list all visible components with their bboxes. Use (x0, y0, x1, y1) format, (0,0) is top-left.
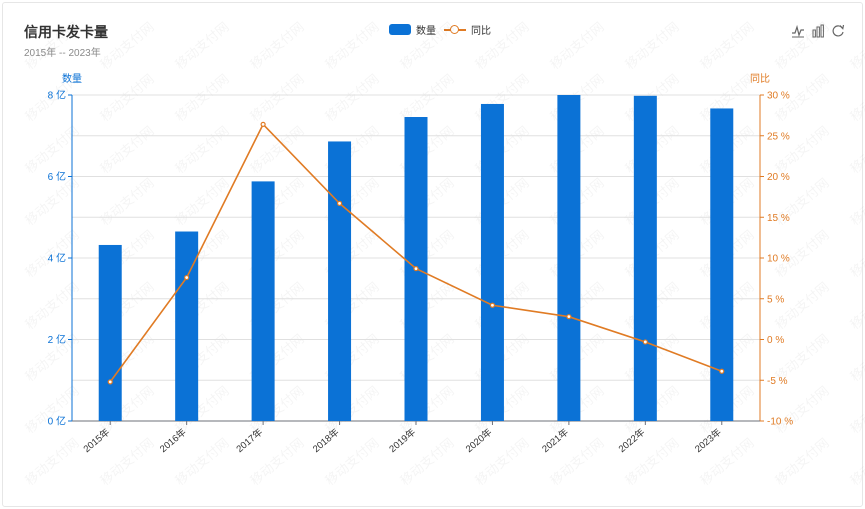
watermark-text: 移动支付网 (98, 72, 157, 125)
bar-quantity (557, 95, 581, 421)
watermark-text: 移动支付网 (173, 436, 232, 489)
legend-item-quantity[interactable]: 数量 (389, 22, 436, 37)
y-axis-left-tick-label: 0 亿 (48, 415, 66, 428)
legend-label-yoy: 同比 (471, 26, 491, 37)
y-axis-left-tick-label: 6 亿 (48, 170, 66, 183)
watermark-text: 移动支付网 (23, 20, 82, 73)
watermark-text: 移动支付网 (98, 124, 157, 177)
bar-quantity (251, 181, 275, 421)
watermark-text: 移动支付网 (173, 72, 232, 125)
point-yoy (260, 121, 266, 127)
watermark-text: 移动支付网 (698, 20, 757, 73)
y-axis-right-tick-label: 30 % (767, 91, 790, 102)
watermark-layer: 移动支付网 移动支付网 移动支付网 移动支付网 移动支付网 移动支付网 移动支付网 移动支付网… (23, 20, 865, 489)
y-axis-left-tick-label: 8 亿 (48, 89, 66, 102)
bar-quantity (710, 108, 734, 421)
y-axis-right-tick-label: 25 % (767, 131, 790, 142)
watermark-text: 移动支付网 (248, 72, 307, 125)
watermark-text: 移动支付网 (623, 20, 682, 73)
watermark-text: 移动支付网 (398, 20, 457, 73)
point-yoy (566, 314, 572, 320)
watermark-text: 移动支付网 (248, 124, 307, 177)
y-axis-left-tick-label: 4 亿 (48, 252, 66, 265)
point-yoy (489, 302, 496, 308)
x-axis-tick-label: 2017年 (234, 426, 266, 455)
watermark-text: 移动支付网 (773, 436, 832, 489)
bar-chart-icon[interactable] (811, 24, 825, 38)
x-axis-tick-label: 2016年 (157, 426, 189, 455)
legend-line-swatch (444, 24, 466, 35)
watermark-text: 移动支付网 (773, 384, 832, 437)
point-yoy (107, 379, 113, 385)
y-axis-right-label: 同比 (750, 73, 770, 85)
point-yoy (413, 265, 419, 272)
watermark-text: 移动支付网 (773, 280, 832, 333)
line-chart-icon[interactable] (791, 24, 805, 38)
watermark-text: 移动支付网 (23, 280, 82, 333)
bar-quantity (98, 244, 122, 421)
point-yoy (642, 339, 648, 345)
chart-title: 信用卡发卡量 (24, 24, 108, 40)
watermark-text: 移动支付网 (848, 228, 865, 281)
watermark-text: 移动支付网 (323, 436, 382, 489)
watermark-text: 移动支付网 (848, 280, 865, 333)
y-axis-right-tick-label: 15 % (767, 213, 790, 224)
watermark-text: 移动支付网 (98, 436, 157, 489)
legend: 数量 同比 (389, 22, 499, 37)
legend-bar-swatch (389, 24, 411, 35)
watermark-text: 移动支付网 (323, 72, 382, 125)
y-axis-right-tick-label: 20 % (767, 172, 790, 183)
legend-label-quantity: 数量 (416, 26, 436, 37)
y-axis-left-tick-label: 2 亿 (48, 333, 66, 346)
chart-subtitle: 2015年 -- 2023年 (24, 48, 101, 59)
bar-quantity (328, 141, 352, 421)
watermark-text: 移动支付网 (23, 384, 82, 437)
watermark-text: 移动支付网 (23, 436, 82, 489)
legend-item-yoy[interactable]: 同比 (444, 22, 491, 37)
watermark-text: 移动支付网 (848, 20, 865, 73)
bar-quantity (633, 95, 657, 421)
y-axis-right-tick-label: -10 % (767, 417, 793, 428)
point-yoy (719, 368, 725, 374)
watermark-text: 移动支付网 (848, 72, 865, 125)
watermark-text: 移动支付网 (848, 436, 865, 489)
watermark-text: 移动支付网 (23, 124, 82, 177)
watermark-text: 移动支付网 (248, 20, 307, 73)
refresh-icon[interactable] (831, 24, 845, 38)
watermark-text: 移动支付网 (23, 176, 82, 229)
watermark-text: 移动支付网 (173, 20, 232, 73)
watermark-text: 移动支付网 (773, 20, 832, 73)
watermark-text: 移动支付网 (473, 20, 532, 73)
watermark-text: 移动支付网 (848, 384, 865, 437)
watermark-text: 移动支付网 (98, 20, 157, 73)
watermark-text: 移动支付网 (248, 436, 307, 489)
point-yoy (336, 200, 343, 206)
y-axis-right-tick-label: -5 % (767, 376, 788, 387)
bar-quantity (480, 103, 504, 421)
y-axis-left-label: 数量 (62, 72, 82, 85)
watermark-text: 移动支付网 (848, 332, 865, 385)
watermark-text: 移动支付网 (173, 124, 232, 177)
watermark-text: 移动支付网 (548, 20, 607, 73)
y-axis-right-tick-label: 5 % (767, 294, 784, 305)
y-axis-right-tick-label: 0 % (767, 335, 784, 346)
watermark-text: 移动支付网 (848, 176, 865, 229)
x-axis-tick-label: 2015年 (81, 426, 113, 455)
bar-quantity (175, 231, 199, 421)
watermark-text: 移动支付网 (98, 176, 157, 229)
toolbox (785, 24, 845, 38)
y-axis-right-tick-label: 10 % (767, 254, 790, 265)
point-yoy (184, 274, 190, 281)
watermark-text: 移动支付网 (848, 124, 865, 177)
watermark-text: 移动支付网 (323, 20, 382, 73)
